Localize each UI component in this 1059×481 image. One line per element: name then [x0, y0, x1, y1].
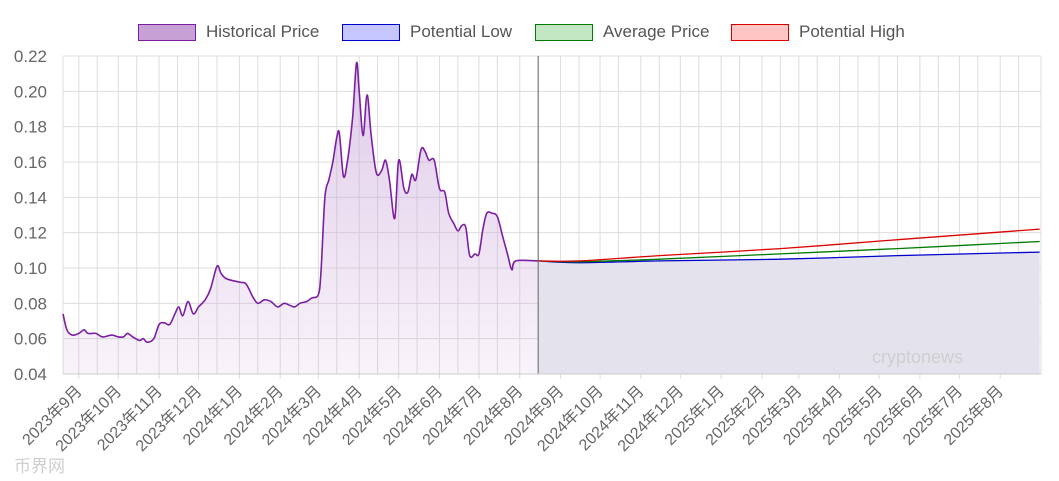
legend-item-historical-price[interactable]: Historical Price: [138, 20, 319, 44]
y-tick-label: 0.14: [14, 188, 47, 207]
average-price-line: [538, 240, 1040, 263]
y-tick-label: 0.18: [14, 118, 47, 137]
y-tick-label: 0.20: [14, 82, 47, 101]
legend-item-average-price[interactable]: Average Price: [535, 20, 709, 44]
legend-swatch-potential-low: [342, 23, 400, 41]
legend-swatch-average-price: [535, 23, 593, 41]
series-areas: [63, 62, 1040, 375]
legend-label-average-price: Average Price: [603, 22, 710, 41]
brand-watermark: cryptonews: [872, 347, 964, 367]
legend-swatch-potential-high: [731, 23, 789, 41]
legend-label-historical-price: Historical Price: [206, 22, 320, 41]
source-watermark: 币界网: [14, 457, 65, 476]
legend-label-potential-high: Potential High: [799, 22, 905, 41]
series-lines: [62, 56, 1040, 374]
legend-label-potential-low: Potential Low: [410, 22, 513, 41]
y-tick-label: 0.04: [14, 365, 47, 384]
legend-item-potential-low[interactable]: Potential Low: [342, 20, 512, 44]
axes: 0.04 0.06 0.08 0.10 0.12 0.14 0.16 0.18 0.20 0.22…: [14, 47, 1041, 455]
historical-price-area: [63, 62, 539, 375]
legend-item-potential-high[interactable]: Potential High: [731, 20, 905, 44]
y-tick-label: 0.22: [14, 47, 47, 66]
chart-legend: Historical Price Potential Low Average P…: [0, 20, 1059, 44]
forecast-area: [538, 252, 1040, 374]
y-tick-label: 0.16: [14, 153, 47, 172]
potential-high-line: [538, 228, 1040, 262]
y-tick-label: 0.10: [14, 259, 47, 278]
y-tick-label: 0.12: [14, 224, 47, 243]
y-tick-label: 0.08: [14, 294, 47, 313]
potential-low-line: [538, 251, 1040, 264]
legend-swatch-historical-price: [138, 23, 196, 41]
y-tick-label: 0.06: [14, 330, 47, 349]
historical-price-line: [62, 61, 539, 344]
